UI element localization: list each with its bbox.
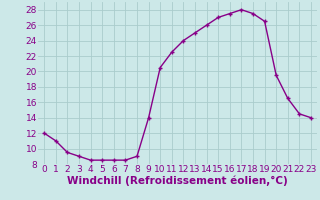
X-axis label: Windchill (Refroidissement éolien,°C): Windchill (Refroidissement éolien,°C): [67, 176, 288, 186]
